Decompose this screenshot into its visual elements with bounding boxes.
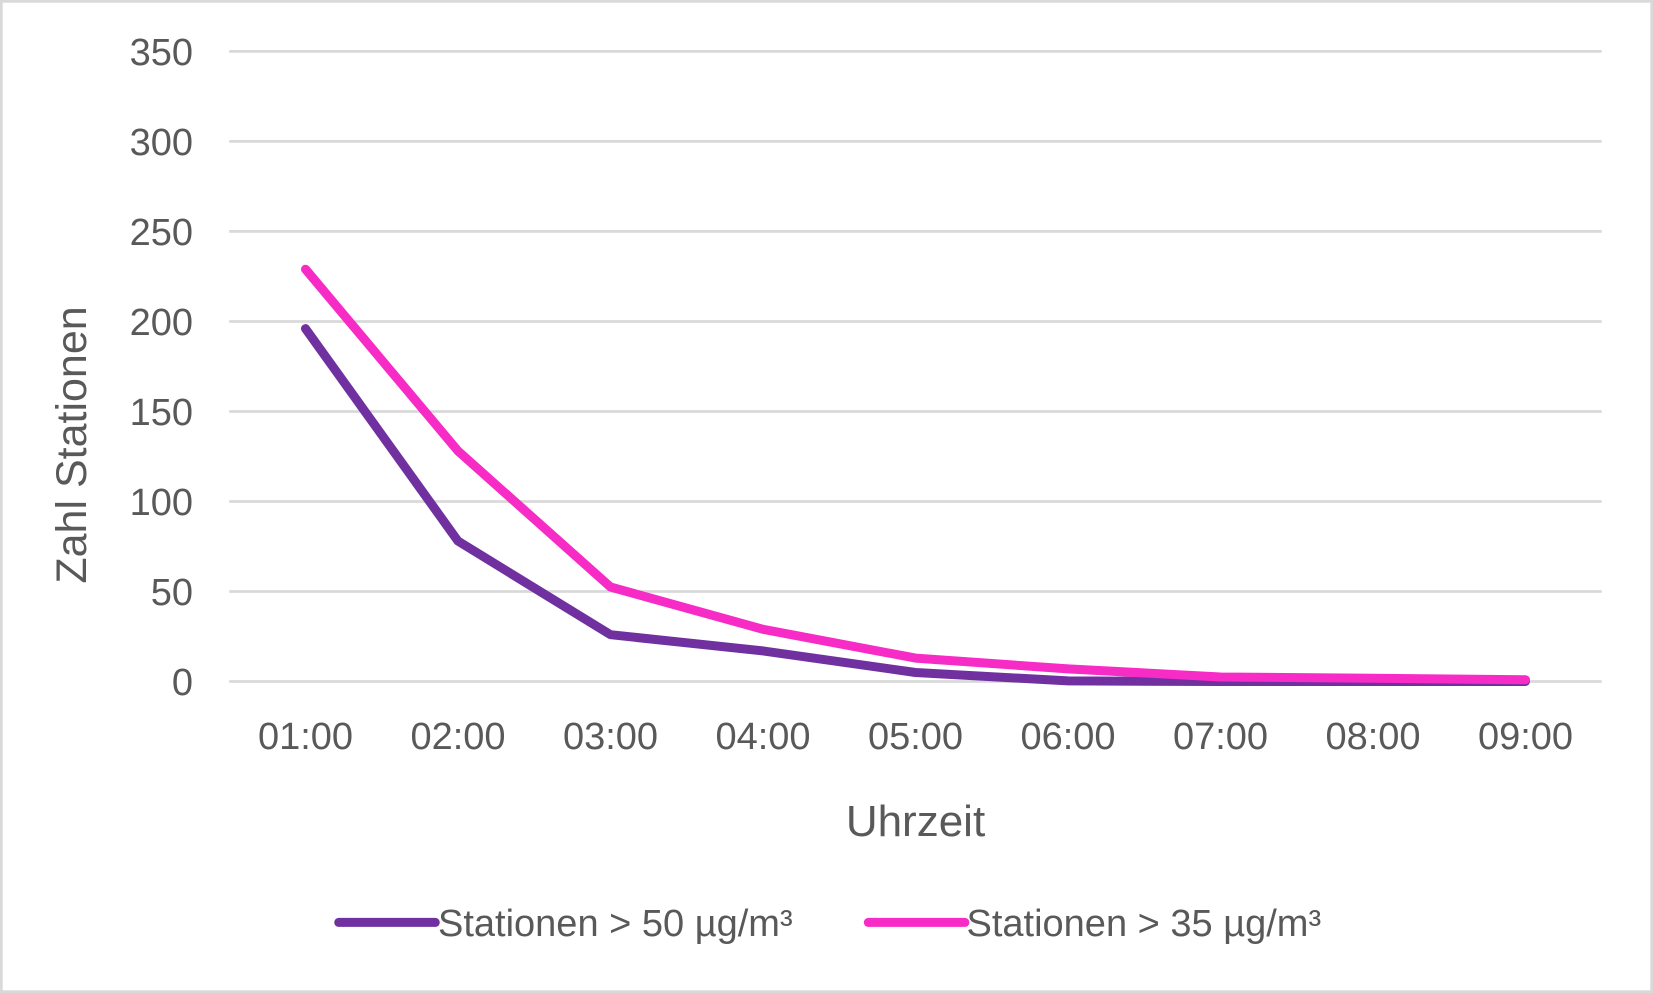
svg-text:Stationen > 50 µg/m³: Stationen > 50 µg/m³ (438, 903, 793, 945)
svg-text:200: 200 (130, 302, 193, 344)
svg-text:50: 50 (151, 572, 193, 614)
svg-text:01:00: 01:00 (258, 716, 353, 758)
svg-text:Zahl Stationen: Zahl Stationen (48, 306, 96, 583)
svg-text:0: 0 (172, 662, 193, 704)
svg-text:150: 150 (130, 392, 193, 434)
svg-text:Uhrzeit: Uhrzeit (846, 797, 985, 846)
svg-text:100: 100 (130, 482, 193, 524)
svg-text:300: 300 (130, 122, 193, 164)
svg-text:08:00: 08:00 (1325, 716, 1420, 758)
svg-text:04:00: 04:00 (715, 716, 810, 758)
svg-text:03:00: 03:00 (563, 716, 658, 758)
svg-text:06:00: 06:00 (1020, 716, 1115, 758)
svg-text:250: 250 (130, 212, 193, 254)
svg-text:09:00: 09:00 (1478, 716, 1573, 758)
svg-text:05:00: 05:00 (868, 716, 963, 758)
svg-text:07:00: 07:00 (1173, 716, 1268, 758)
svg-text:350: 350 (130, 32, 193, 74)
svg-text:Stationen > 35 µg/m³: Stationen > 35 µg/m³ (967, 903, 1322, 945)
svg-text:02:00: 02:00 (410, 716, 505, 758)
